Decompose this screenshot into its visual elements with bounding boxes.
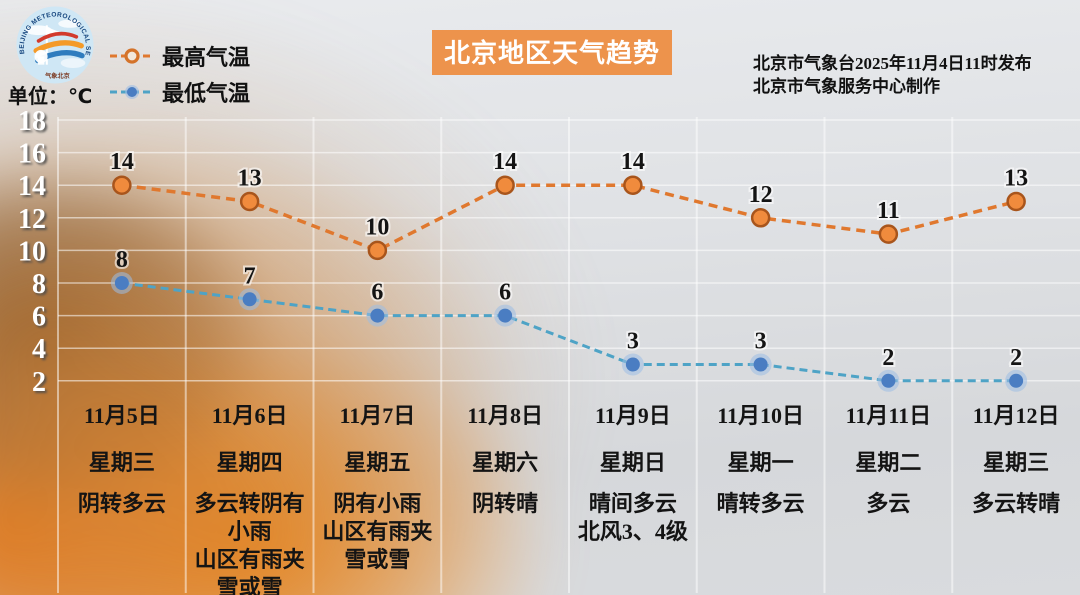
day-column: 11月11日 星期二多云 bbox=[825, 392, 953, 518]
high-temp-line bbox=[121, 183, 1017, 253]
publisher-line-2: 北京市气象服务中心制作 bbox=[753, 77, 940, 96]
legend-label-low: 最低气温 bbox=[162, 81, 251, 106]
weekday-label: 星期一 bbox=[727, 450, 794, 475]
page-title: 北京地区天气趋势 bbox=[432, 30, 673, 75]
publisher-info: 北京市气象台2025年11月4日11时发布 北京市气象服务中心制作 bbox=[753, 52, 1032, 98]
day-column: 11月12日 星期三多云转晴 bbox=[952, 392, 1080, 518]
date-label: 11月8日 bbox=[467, 403, 544, 428]
day-column: 11月7日星期五阴有小雨 山区有雨夹雪或雪 bbox=[314, 392, 442, 574]
date-label: 11月6日 bbox=[211, 403, 288, 428]
value-label: 6 bbox=[499, 280, 511, 306]
y-axis-tick-label: 14 bbox=[18, 171, 46, 202]
low-temp-marker bbox=[242, 292, 257, 307]
high-temp-marker bbox=[750, 208, 771, 228]
unit-label: 单位：℃ bbox=[8, 86, 93, 108]
weekday-label: 星期二 bbox=[855, 450, 922, 475]
weather-label: 多云转阴有小雨 山区有雨夹雪或雪 bbox=[194, 491, 305, 595]
y-axis-tick-label: 16 bbox=[18, 139, 46, 170]
day-column: 11月9日星期日晴间多云 北风3、4级 bbox=[569, 392, 697, 546]
logo-red-swoosh bbox=[36, 31, 79, 43]
value-label: 13 bbox=[238, 166, 262, 192]
high-temp-legend-marker-icon bbox=[124, 48, 140, 64]
value-label: 14 bbox=[110, 149, 134, 175]
high-temp-marker bbox=[878, 224, 899, 244]
weekday-label: 星期三 bbox=[983, 450, 1050, 475]
value-label: 2 bbox=[1010, 345, 1022, 371]
value-label: 3 bbox=[627, 329, 639, 355]
date-label: 11月11日 bbox=[845, 403, 932, 428]
day-column: 11月8日星期六阴转晴 bbox=[441, 392, 569, 518]
weather-label: 阴有小雨 山区有雨夹雪或雪 bbox=[322, 491, 433, 572]
beijing-meteorological-service-logo: BEIJING METEOROLOGICAL SERVICE 气象北京 bbox=[14, 4, 94, 84]
y-axis-tick-label: 4 bbox=[32, 334, 46, 365]
legend-label-high: 最高气温 bbox=[162, 45, 251, 70]
value-label: 13 bbox=[1004, 166, 1028, 192]
weather-label: 晴转多云 bbox=[716, 491, 805, 516]
low-temp-marker bbox=[370, 308, 385, 323]
high-temp-marker bbox=[239, 191, 260, 212]
high-temp-marker bbox=[112, 175, 132, 195]
date-label: 11月5日 bbox=[83, 403, 160, 428]
low-temp-marker bbox=[753, 357, 768, 372]
y-axis-tick-label: 2 bbox=[32, 367, 46, 398]
chart-legend: 最高气温 最低气温 bbox=[110, 43, 251, 106]
y-axis-tick-label: 8 bbox=[32, 269, 46, 300]
low-temp-marker bbox=[625, 357, 640, 372]
weather-label: 阴转多云 bbox=[77, 491, 166, 516]
low-temp-marker bbox=[114, 276, 129, 290]
legend-item-high-temp: 最高气温 bbox=[110, 43, 251, 70]
value-label: 6 bbox=[371, 280, 383, 306]
value-label: 11 bbox=[877, 198, 900, 224]
date-label: 11月12日 bbox=[972, 403, 1060, 428]
day-column: 11月6日星期四多云转阴有小雨 山区有雨夹雪或雪 bbox=[186, 392, 314, 595]
value-label: 3 bbox=[755, 329, 767, 355]
weekday-label: 星期日 bbox=[599, 450, 666, 475]
value-label: 14 bbox=[493, 149, 517, 175]
date-label: 11月10日 bbox=[717, 403, 805, 428]
weather-label: 晴间多云 北风3、4级 bbox=[577, 491, 688, 544]
weekday-label: 星期三 bbox=[88, 450, 155, 475]
logo-orange-swoosh bbox=[33, 40, 84, 54]
legend-item-low-temp: 最低气温 bbox=[110, 79, 251, 106]
weekday-label: 星期五 bbox=[344, 450, 411, 475]
value-label: 10 bbox=[365, 214, 389, 240]
day-column: 11月10日 星期一晴转多云 bbox=[697, 392, 825, 518]
value-label: 8 bbox=[116, 247, 128, 273]
weather-label: 多云 bbox=[866, 491, 911, 516]
day-column: 11月5日星期三阴转多云 bbox=[58, 392, 186, 518]
high-temp-marker bbox=[623, 175, 643, 195]
high-temp-marker bbox=[1006, 191, 1026, 212]
y-axis-tick-label: 10 bbox=[18, 236, 46, 267]
high-temp-marker bbox=[495, 175, 515, 195]
high-temp-marker bbox=[367, 240, 388, 261]
low-temp-marker bbox=[1009, 373, 1024, 388]
low-temp-legend-swatch bbox=[110, 85, 154, 99]
weekday-label: 星期六 bbox=[472, 450, 539, 475]
logo-bottom-text: 气象北京 bbox=[44, 72, 70, 80]
date-label: 11月7日 bbox=[339, 403, 416, 428]
high-temp-legend-swatch bbox=[110, 48, 154, 64]
value-label: 12 bbox=[749, 182, 773, 208]
value-label: 2 bbox=[882, 345, 894, 371]
weather-label: 阴转晴 bbox=[472, 491, 539, 516]
publisher-line-1: 北京市气象台2025年11月4日11时发布 bbox=[753, 54, 1032, 73]
low-temp-marker bbox=[498, 308, 513, 323]
low-temp-legend-marker-icon bbox=[127, 87, 137, 97]
low-temp-line bbox=[121, 281, 1017, 383]
date-label: 11月9日 bbox=[594, 403, 671, 428]
value-label: 14 bbox=[621, 149, 645, 175]
y-axis-tick-label: 6 bbox=[32, 302, 46, 333]
low-temp-marker bbox=[881, 373, 896, 388]
value-label: 7 bbox=[244, 263, 256, 289]
y-axis-tick-label: 12 bbox=[18, 204, 46, 235]
y-axis-tick-label: 18 bbox=[18, 106, 46, 137]
weekday-label: 星期四 bbox=[216, 450, 283, 475]
weather-label: 多云转晴 bbox=[972, 491, 1061, 516]
